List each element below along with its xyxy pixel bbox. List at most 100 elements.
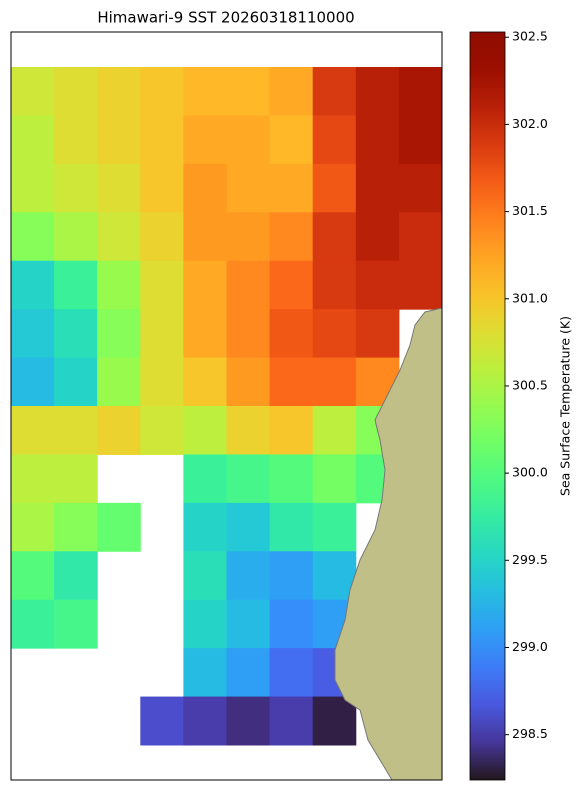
sst-cell [226, 67, 271, 116]
sst-cell [54, 163, 98, 213]
sst-cell [140, 67, 184, 116]
sst-cell [97, 163, 141, 213]
sst-cell [97, 212, 141, 262]
sst-cell [398, 67, 443, 116]
sst-cell [269, 502, 314, 552]
sst-cell [312, 357, 357, 407]
sst-cell [269, 551, 314, 601]
sst-cell [11, 357, 55, 407]
sst-cell [226, 309, 271, 359]
sst-cell [11, 260, 55, 310]
sst-cell [11, 115, 55, 165]
sst-cell [54, 551, 98, 601]
colorbar-tick-label: 301.0 [512, 290, 548, 305]
colorbar-tick-label: 300.5 [512, 377, 548, 392]
sst-cell [312, 502, 357, 552]
sst-cell [54, 67, 98, 116]
sst-cell [140, 115, 184, 165]
sst-cell [11, 309, 55, 359]
sst-cell [226, 115, 271, 165]
chart-title: Himawari-9 SST 20260318110000 [97, 9, 354, 27]
colorbar-label: Sea Surface Temperature (K) [558, 316, 573, 496]
sst-cell [183, 648, 227, 698]
sst-cell [226, 648, 271, 698]
sst-cell [312, 115, 357, 165]
sst-cell [355, 260, 400, 310]
sst-cell [54, 309, 98, 359]
sst-cell [183, 357, 227, 407]
sst-cell [11, 406, 55, 455]
sst-cell [312, 696, 357, 746]
sst-cell [312, 551, 357, 601]
sst-cell [226, 260, 271, 310]
sst-cell [183, 115, 227, 165]
sst-cell [54, 115, 98, 165]
sst-cell [183, 67, 227, 116]
sst-cell [269, 212, 314, 262]
sst-cell [183, 599, 227, 649]
sst-cell [226, 406, 271, 455]
sst-cell [54, 406, 98, 455]
sst-cell [226, 212, 271, 262]
sst-cell [140, 309, 184, 359]
sst-cell [54, 454, 98, 504]
map-frame [10, 31, 443, 781]
sst-cell [97, 357, 141, 407]
sst-cell [11, 67, 55, 116]
sst-cell [312, 454, 357, 504]
sst-cell [140, 357, 184, 407]
sst-cell [312, 212, 357, 262]
sst-cell [269, 67, 314, 116]
sst-cell [398, 212, 443, 262]
sst-cell [226, 163, 271, 213]
sst-cell [11, 212, 55, 262]
colorbar-tick-label: 302.5 [512, 29, 548, 44]
sst-cell [226, 502, 271, 552]
sst-cell [183, 551, 227, 601]
sst-cell [269, 309, 314, 359]
sst-cell [312, 67, 357, 116]
sst-cell [355, 163, 400, 213]
colorbar-tick-label: 301.5 [512, 203, 548, 218]
sst-cell [11, 163, 55, 213]
sst-cell [269, 454, 314, 504]
sst-cell [269, 357, 314, 407]
sst-cell [312, 309, 357, 359]
sst-cell [54, 212, 98, 262]
sst-cell [97, 309, 141, 359]
sst-cell [183, 502, 227, 552]
land [334, 307, 443, 781]
sst-cell [11, 502, 55, 552]
sst-cell [269, 115, 314, 165]
colorbar-tick-label: 298.5 [512, 726, 548, 741]
sst-cell [140, 163, 184, 213]
sst-cell [226, 357, 271, 407]
sst-cell [269, 696, 314, 746]
sst-cell [312, 260, 357, 310]
sst-cell [355, 115, 400, 165]
sst-cell [226, 599, 271, 649]
sst-cell [269, 260, 314, 310]
sst-cell [269, 163, 314, 213]
colorbar-tick-label: 302.0 [512, 116, 548, 131]
sst-cell [269, 406, 314, 455]
sst-cell [11, 551, 55, 601]
sst-cell [54, 260, 98, 310]
sst-cell [269, 648, 314, 698]
sst-cell [183, 260, 227, 310]
sst-cell [312, 163, 357, 213]
sst-cell [226, 696, 271, 746]
sst-cell [183, 163, 227, 213]
sst-cell [140, 260, 184, 310]
sst-cell [97, 67, 141, 116]
sst-cell [97, 115, 141, 165]
sst-cell [355, 212, 400, 262]
sst-cell [11, 454, 55, 504]
sst-cell [11, 599, 55, 649]
sst-cell [140, 696, 184, 746]
sst-cell [183, 454, 227, 504]
sst-cell [269, 599, 314, 649]
colorbar [469, 31, 506, 781]
sst-cell [398, 260, 443, 310]
